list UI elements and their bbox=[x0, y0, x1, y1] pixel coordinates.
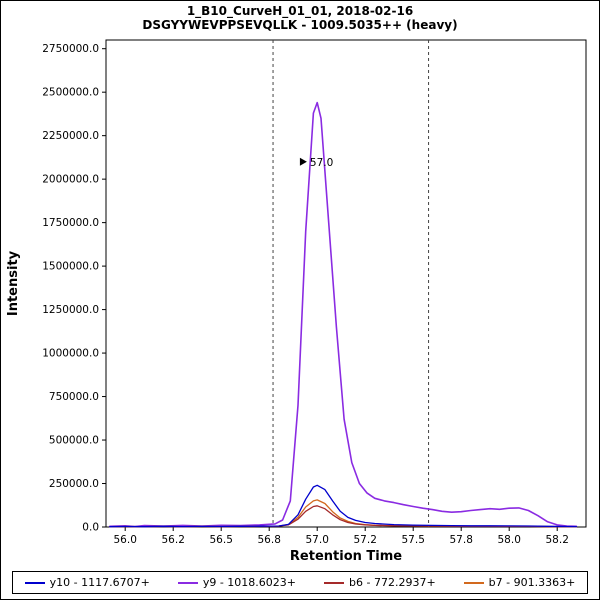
series-line-y9 bbox=[109, 101, 578, 528]
chart-subtitle: DSGYYWEVPPSEVQLLK - 1009.5035++ (heavy) bbox=[142, 18, 458, 32]
y-tick-label: 2750000.0 bbox=[42, 43, 99, 55]
plot-border bbox=[105, 39, 587, 528]
legend-label: b7 - 901.3363+ bbox=[488, 576, 576, 589]
chart-titles: 1_B10_CurveH_01_01, 2018-02-16 DSGYYWEVP… bbox=[1, 1, 599, 32]
x-tick-label: 57.5 bbox=[402, 534, 425, 546]
legend-label: y10 - 1117.6707+ bbox=[49, 576, 150, 589]
y-tick-label: 750000.0 bbox=[49, 391, 99, 403]
peak-pointer-icon bbox=[299, 157, 307, 166]
x-tick-label: 56.8 bbox=[258, 534, 281, 546]
y-tick-label: 1250000.0 bbox=[42, 304, 99, 316]
x-axis-title: Retention Time bbox=[290, 549, 402, 564]
y-tick-label: 2000000.0 bbox=[42, 174, 99, 186]
y-axis-title: Intensity bbox=[6, 250, 21, 316]
y-tick-label: 1750000.0 bbox=[42, 217, 99, 229]
x-tick-label: 58.2 bbox=[546, 534, 569, 546]
x-tick-label: 56.0 bbox=[114, 534, 137, 546]
y-tick-label: 1000000.0 bbox=[42, 348, 99, 360]
chart-title: 1_B10_CurveH_01_01, 2018-02-16 bbox=[186, 4, 414, 18]
y-tick-label: 2250000.0 bbox=[42, 130, 99, 142]
x-tick-label: 57.2 bbox=[354, 534, 377, 546]
x-tick-label: 56.5 bbox=[210, 534, 233, 546]
legend-item: y10 - 1117.6707+ bbox=[24, 576, 150, 589]
legend: y10 - 1117.6707+ y9 - 1018.6023+ b6 - 77… bbox=[11, 571, 589, 594]
legend-label: b6 - 772.2937+ bbox=[349, 576, 436, 589]
x-tick-label: 57.0 bbox=[306, 534, 329, 546]
legend-item: b7 - 901.3363+ bbox=[463, 576, 576, 589]
legend-item: y9 - 1018.6023+ bbox=[177, 576, 297, 589]
chromatogram-svg: 0.0 250000.0 500000.0 750000.0 1000000.0 1250… bbox=[6, 39, 587, 564]
series-line-y10 bbox=[109, 484, 578, 528]
y-tick-label: 250000.0 bbox=[49, 478, 99, 490]
y-tick-label: 1500000.0 bbox=[42, 261, 99, 273]
legend-label: y9 - 1018.6023+ bbox=[202, 576, 297, 589]
legend-line-swatch-icon bbox=[24, 581, 45, 584]
y-tick-label: 2500000.0 bbox=[42, 87, 99, 99]
legend-line-swatch-icon bbox=[177, 581, 198, 584]
x-tick-label: 58.0 bbox=[498, 534, 521, 546]
x-tick-label: 57.8 bbox=[450, 534, 473, 546]
y-tick-label: 500000.0 bbox=[49, 435, 99, 447]
legend-line-swatch-icon bbox=[324, 581, 345, 584]
legend-line-swatch-icon bbox=[463, 581, 484, 584]
legend-item: b6 - 772.2937+ bbox=[324, 576, 436, 589]
y-tick-label: 0.0 bbox=[82, 522, 99, 534]
x-tick-label: 56.2 bbox=[162, 534, 185, 546]
peak-annotation: 57.0 bbox=[310, 157, 333, 169]
